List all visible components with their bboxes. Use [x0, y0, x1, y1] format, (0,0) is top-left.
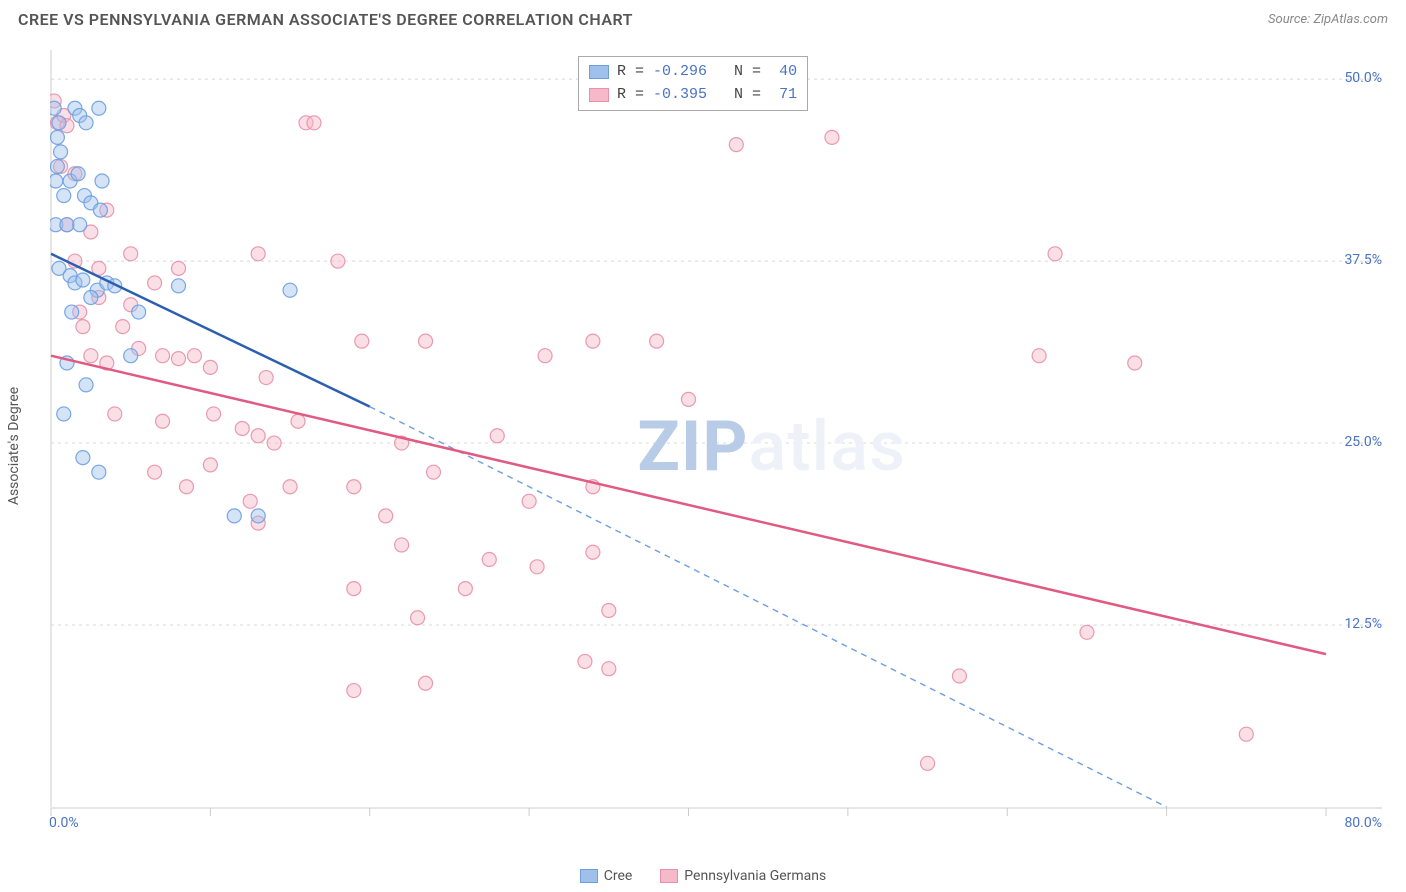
y-tick-label: 12.5% — [1344, 616, 1382, 632]
stat-legend-row: R = -0.296 N = 40 — [589, 61, 797, 84]
legend-label: Cree — [604, 868, 633, 884]
statistics-legend: R = -0.296 N = 40R = -0.395 N = 71 — [578, 56, 808, 111]
legend-label: Pennsylvania Germans — [684, 868, 826, 884]
y-tick-label: 25.0% — [1344, 434, 1382, 450]
y-axis-label: Associate's Degree — [6, 387, 22, 505]
legend-item: Cree — [580, 868, 633, 884]
legend-swatch — [589, 65, 609, 79]
y-tick-label: 50.0% — [1344, 70, 1382, 86]
x-tick-label: 80.0% — [1344, 815, 1382, 831]
legend-swatch — [580, 869, 598, 883]
source-attribution: Source: ZipAtlas.com — [1268, 12, 1388, 27]
x-tick-label: 0.0% — [49, 815, 79, 831]
legend-swatch — [589, 88, 609, 102]
stat-legend-row: R = -0.395 N = 71 — [589, 84, 797, 107]
chart-area: ZIPatlas 12.5%25.0%37.5%50.0% 0.0%80.0% … — [50, 50, 1386, 827]
scatter-plot — [50, 50, 1386, 827]
series-legend: Cree Pennsylvania Germans — [0, 868, 1406, 884]
y-tick-label: 37.5% — [1344, 252, 1382, 268]
legend-item: Pennsylvania Germans — [660, 868, 826, 884]
legend-swatch — [660, 869, 678, 883]
chart-title: CREE VS PENNSYLVANIA GERMAN ASSOCIATE'S … — [18, 10, 633, 29]
